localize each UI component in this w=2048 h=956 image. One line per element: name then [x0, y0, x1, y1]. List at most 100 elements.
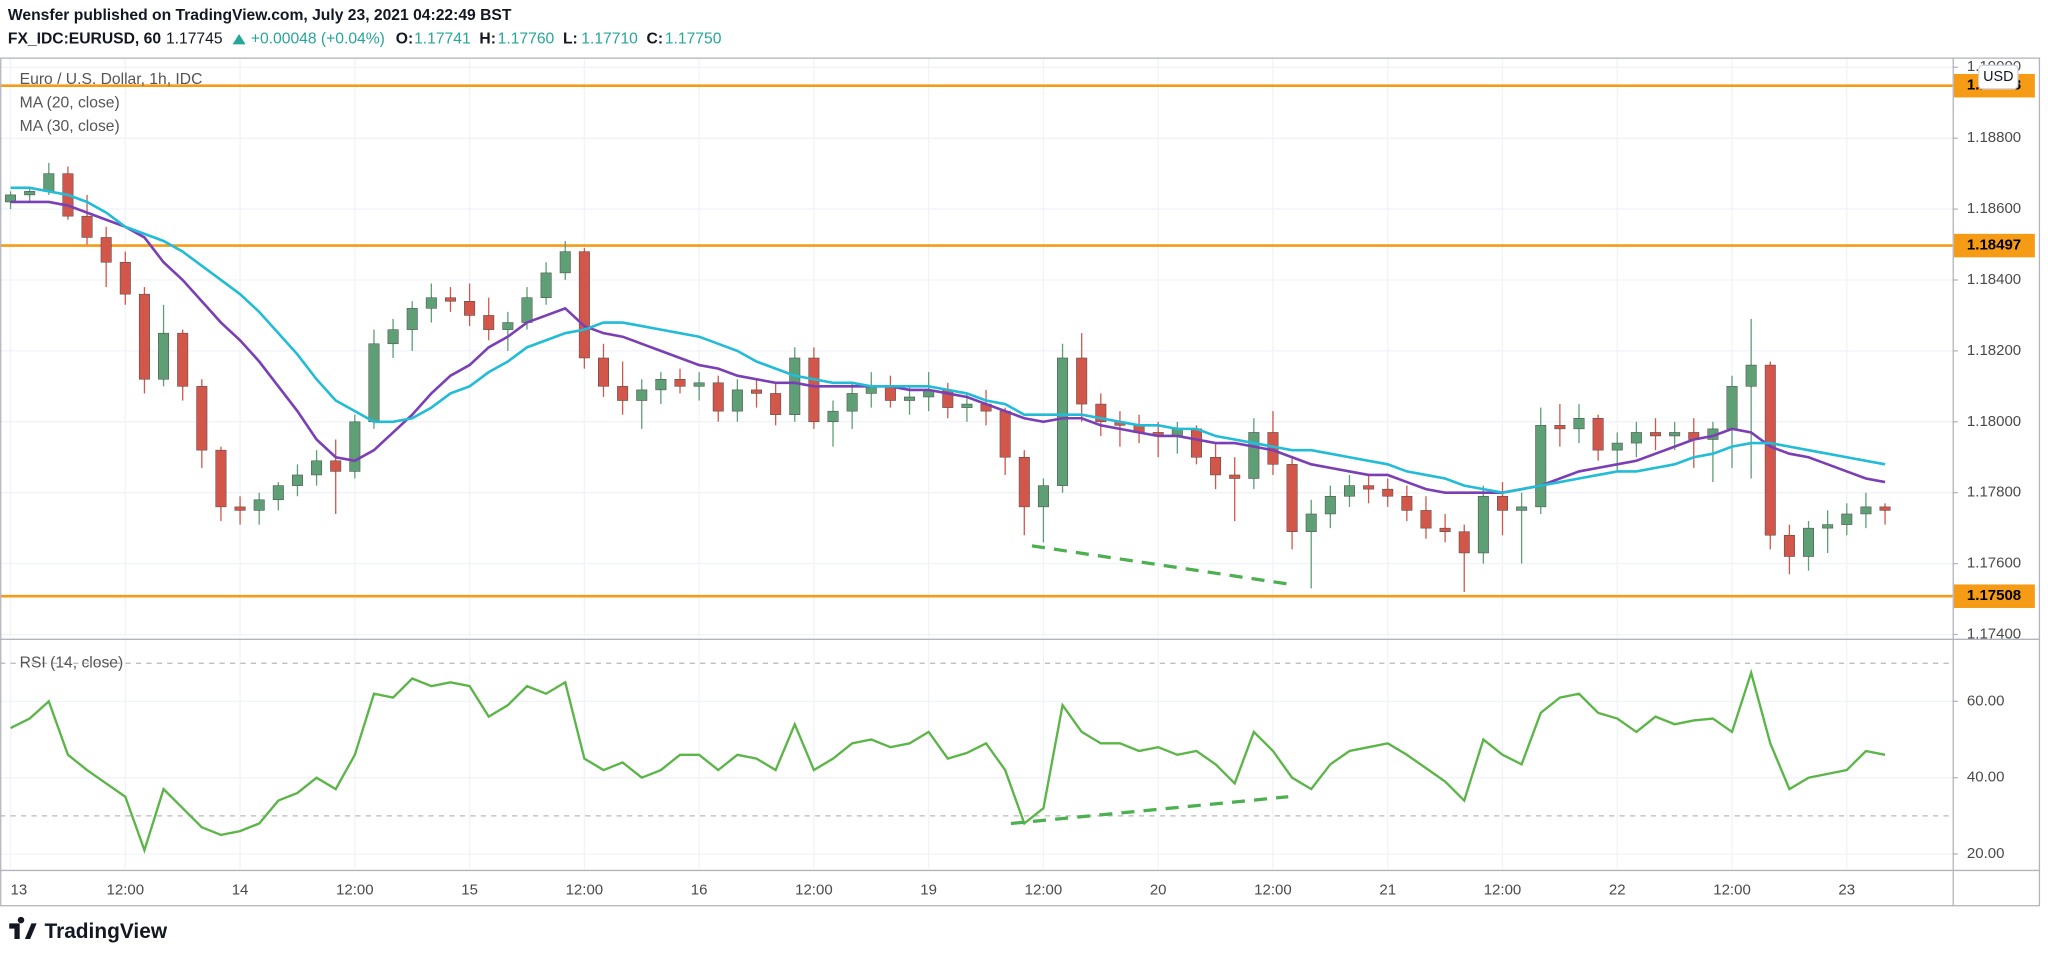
candle-body [1076, 357, 1088, 405]
x-tick-label: 12:00 [1025, 882, 1063, 899]
candle-body [406, 308, 418, 330]
y-tick-label: 1.17800 [1967, 484, 2021, 501]
candle-body [999, 410, 1011, 458]
x-tick-label: 12:00 [1713, 882, 1751, 899]
candle-body [521, 297, 533, 323]
candle-body [1229, 474, 1241, 479]
candle-body [904, 396, 916, 401]
rsi-title: RSI (14, close) [20, 655, 124, 672]
level-label: 1.17508 [1967, 587, 2021, 604]
x-tick-label: 14 [232, 882, 249, 899]
candle-body [349, 421, 361, 472]
candle-body [1324, 495, 1336, 515]
candle-body [1363, 485, 1375, 490]
candle-body [693, 382, 705, 387]
symbol: FX_IDC:EURUSD, 60 [8, 30, 161, 47]
y-tick-label: 1.18000 [1967, 413, 2021, 430]
level-label-box [1953, 233, 2035, 258]
x-tick-label: 23 [1838, 882, 1855, 899]
candle-body [1592, 417, 1604, 451]
candle-body [444, 297, 456, 302]
y-tick-label: 20.00 [1967, 845, 2005, 862]
y-tick-label: 1.18200 [1967, 342, 2021, 359]
candle-body [291, 474, 303, 486]
candle-body [1190, 428, 1202, 458]
candle-body [100, 237, 112, 263]
y-tick-label: 60.00 [1967, 692, 2005, 709]
logo-icon [9, 916, 37, 940]
ma-line [10, 200, 1886, 494]
y-tick-label: 1.17400 [1967, 625, 2021, 642]
quote-label: C: [647, 30, 664, 47]
candle-body [1458, 531, 1470, 554]
candle-body [961, 403, 973, 408]
candle-body [1879, 506, 1891, 511]
candle-body [253, 499, 265, 511]
x-tick-label: 12:00 [1484, 882, 1522, 899]
candle-body [177, 332, 189, 387]
x-tick-label: 19 [920, 882, 937, 899]
candle-body [598, 357, 609, 387]
candle-body [311, 460, 323, 476]
x-tick-label: 22 [1609, 882, 1626, 899]
candle-body [1650, 432, 1661, 437]
legend-entry: MA (30, close) [20, 118, 120, 135]
x-tick-label: 16 [691, 882, 708, 899]
candle-body [674, 378, 686, 387]
trendline [1010, 795, 1289, 826]
candle-body [215, 449, 227, 508]
candle-body [789, 357, 801, 415]
candle-body [138, 293, 150, 380]
candle-body [81, 215, 93, 238]
y-tick-label: 40.00 [1967, 769, 2005, 786]
candle-body [1726, 386, 1738, 430]
x-tick-label: 12:00 [336, 882, 374, 899]
candle-body [1382, 488, 1394, 497]
y-tick-label: 1.17600 [1967, 555, 2021, 572]
candle-body [578, 251, 590, 359]
candle-body [1248, 432, 1260, 479]
y-tick-label: 1.18600 [1967, 200, 2021, 217]
plot: 13 12:00 14 12:00 15 12:00 16 12:00 19 12:00 20 12:… [0, 58, 2035, 899]
x-tick-label: 15 [461, 882, 478, 899]
candle-body [846, 393, 858, 412]
candle-body [24, 191, 36, 196]
candle-body [1477, 495, 1489, 554]
candle-body [1343, 485, 1355, 497]
candle-body [425, 297, 437, 309]
quote-label: H: [479, 30, 496, 47]
quote-value: 1.17710 [581, 30, 638, 47]
quote-label: L: [563, 30, 578, 47]
candle-body [712, 382, 724, 412]
candle-body [1554, 425, 1566, 430]
candle-body [1210, 456, 1222, 476]
instrument-title: Euro / U.S. Dollar, 1h, IDC [20, 71, 203, 88]
change: +0.00048 (+0.04%) [251, 30, 385, 47]
candle-body [1420, 510, 1432, 529]
currency: USD [1983, 69, 2013, 85]
x-tick-label: 21 [1379, 882, 1396, 899]
candle-body [1783, 534, 1795, 557]
level-label: 1.18497 [1967, 237, 2021, 254]
candle-body [1573, 417, 1585, 430]
candle-body [502, 322, 514, 330]
candle-body [464, 300, 476, 316]
x-tick-label: 12:00 [107, 882, 145, 899]
candle-body [636, 389, 648, 401]
x-tick-label: 12:00 [1254, 882, 1292, 899]
ma-line [10, 186, 1886, 495]
quote-value: 1.17741 [414, 30, 471, 47]
candle-body [483, 315, 495, 330]
candle-body [1535, 425, 1547, 508]
x-tick-label: 12:00 [795, 882, 833, 899]
x-tick-label: 12:00 [566, 882, 604, 899]
candle-body [1095, 403, 1107, 423]
candle-body [827, 410, 839, 423]
candle-body [196, 386, 208, 451]
logo: TradingView [9, 916, 168, 943]
candle-body [540, 272, 552, 298]
candle-body [751, 389, 762, 394]
candle-body [1018, 456, 1030, 508]
